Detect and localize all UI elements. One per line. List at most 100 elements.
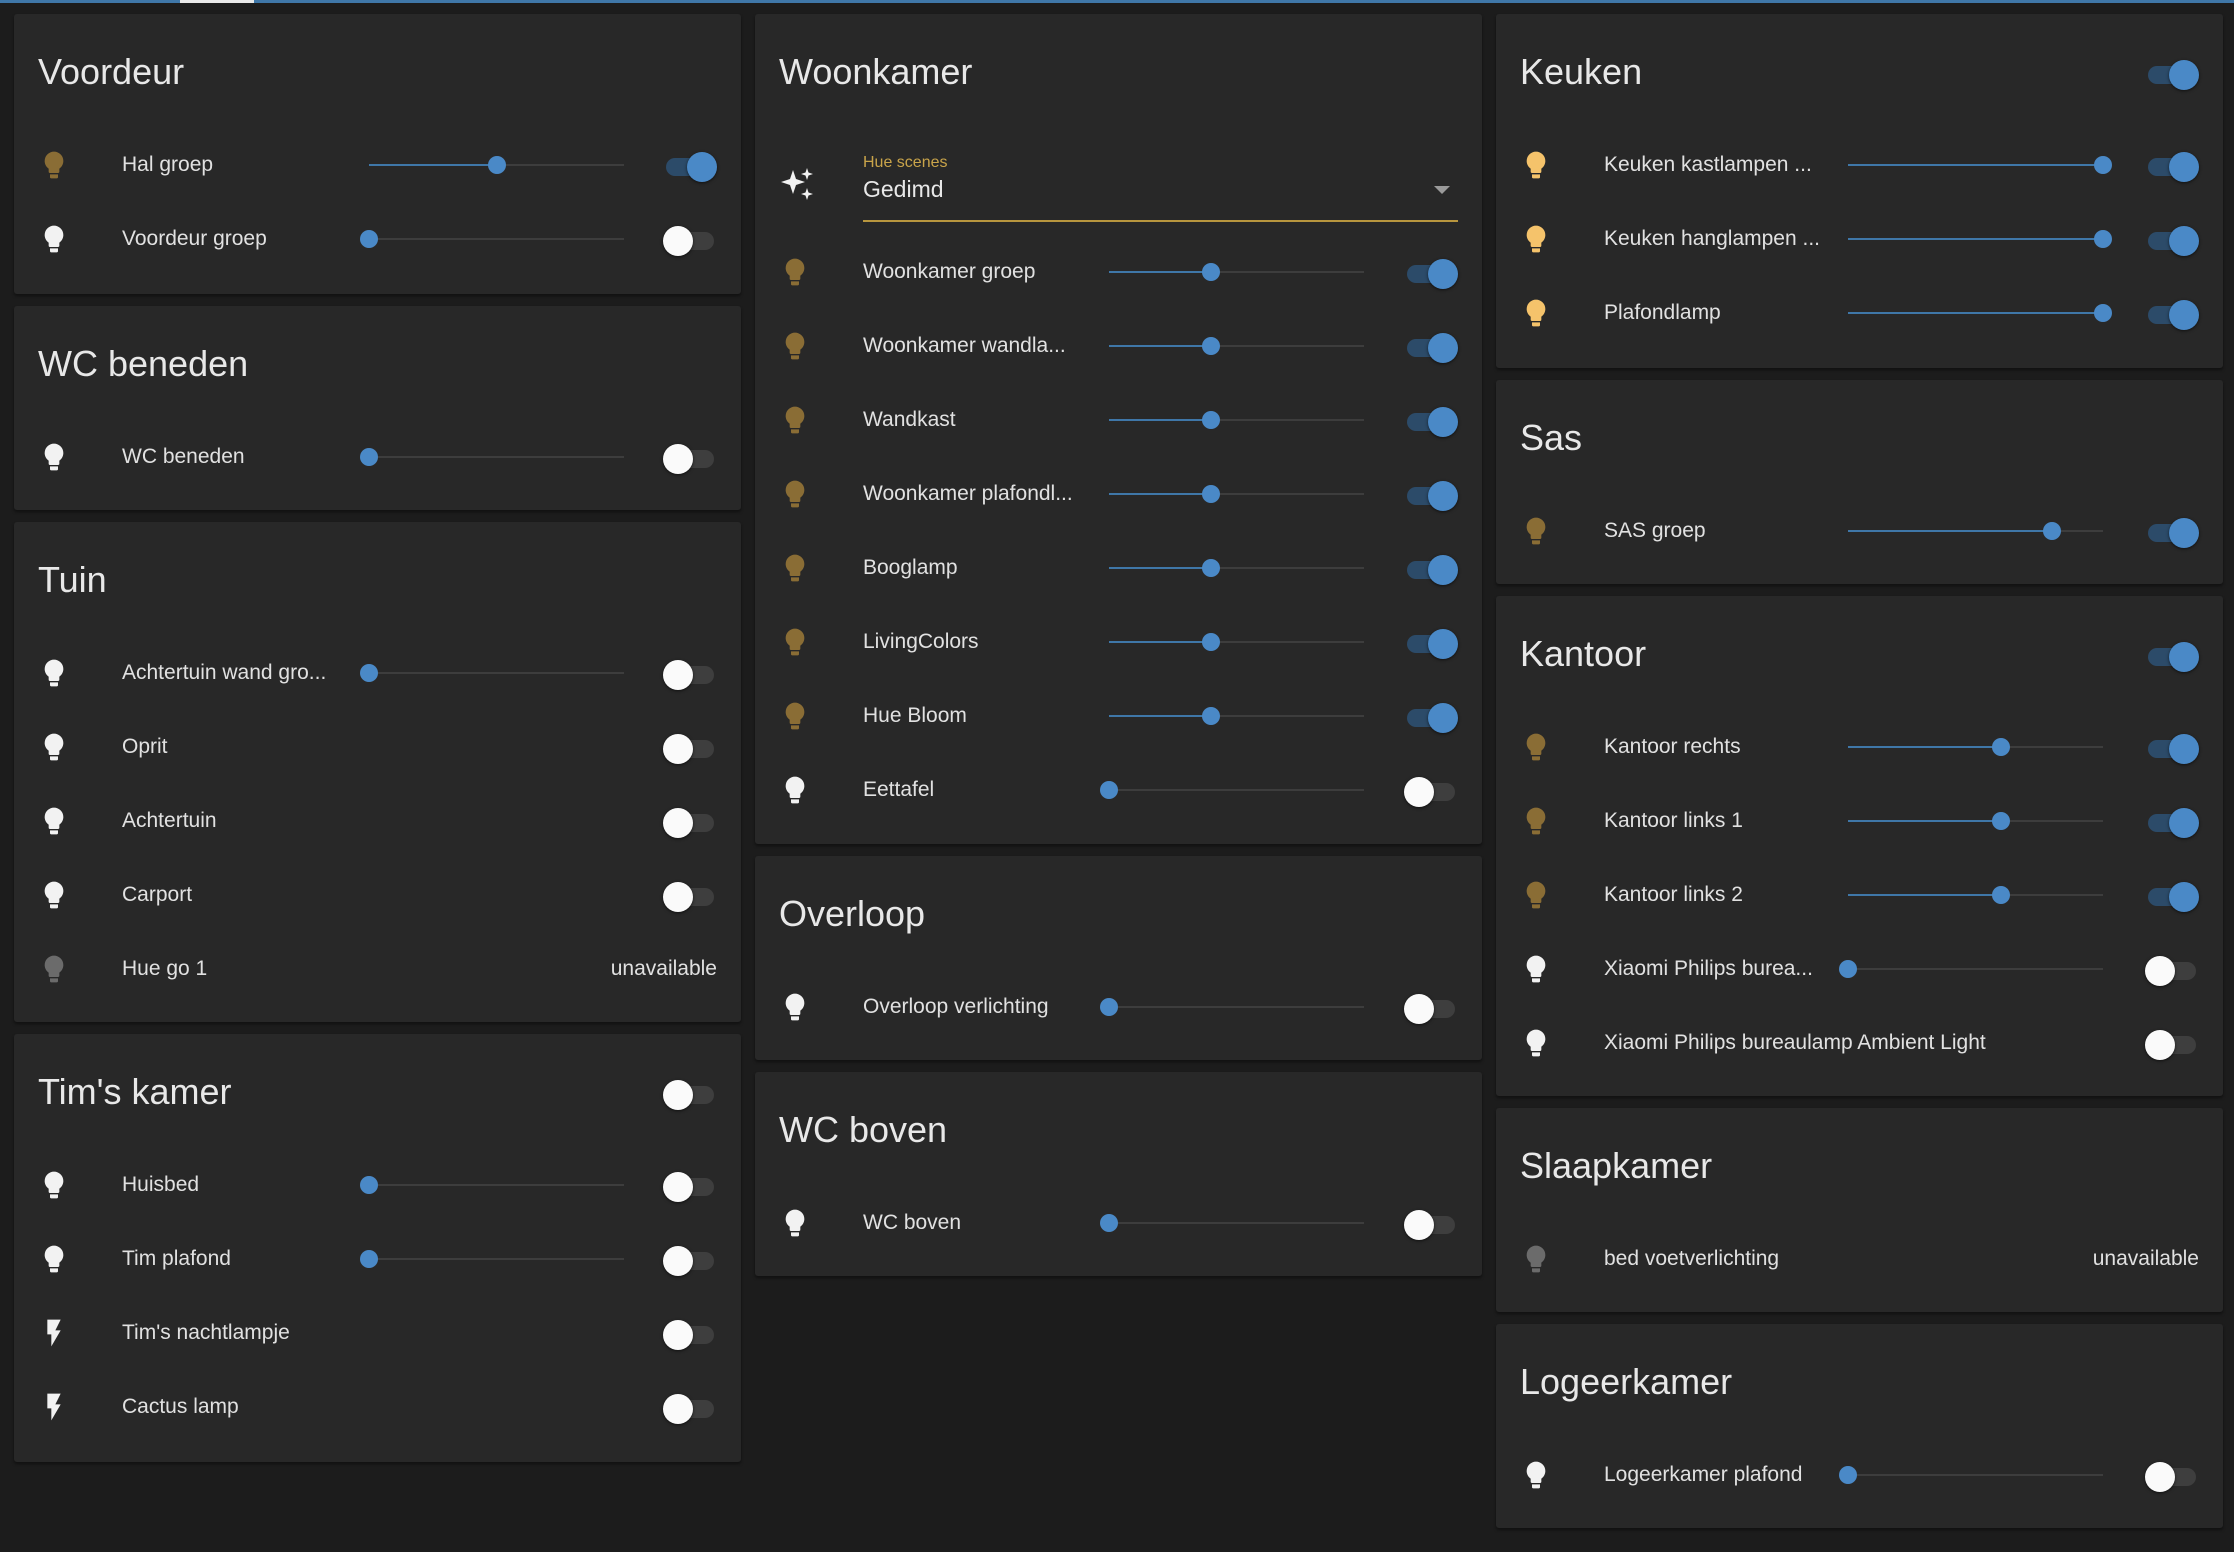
- brightness-slider[interactable]: [1839, 960, 2103, 978]
- light-toggle-switch[interactable]: [2145, 1026, 2199, 1060]
- toggle-thumb[interactable]: [2169, 226, 2199, 256]
- light-toggle[interactable]: [663, 1316, 717, 1350]
- brightness-slider[interactable]: [360, 230, 624, 248]
- light-name[interactable]: Xiaomi Philips burea...: [1604, 957, 1813, 980]
- toggle-thumb[interactable]: [1404, 1210, 1434, 1240]
- light-toggle[interactable]: [1404, 990, 1458, 1024]
- lightbulb-icon[interactable]: [1520, 1243, 1552, 1275]
- light-toggle-switch[interactable]: [1404, 699, 1458, 733]
- brightness-slider[interactable]: [1839, 1466, 2103, 1484]
- light-toggle-switch[interactable]: [2145, 1458, 2199, 1492]
- light-name[interactable]: Kantoor rechts: [1604, 735, 1741, 758]
- light-name[interactable]: Eettafel: [863, 778, 935, 801]
- slider-knob[interactable]: [1992, 886, 2010, 904]
- light-row[interactable]: Oprit: [14, 710, 741, 784]
- light-row[interactable]: Keuken hanglampen ...: [1496, 202, 2223, 276]
- light-toggle[interactable]: [2145, 878, 2199, 912]
- light-toggle[interactable]: [1404, 255, 1458, 289]
- toggle-thumb[interactable]: [663, 1394, 693, 1424]
- light-row[interactable]: Keuken kastlampen ...: [1496, 128, 2223, 202]
- room-toggle[interactable]: [2145, 56, 2199, 90]
- light-row[interactable]: LivingColors: [755, 605, 1482, 679]
- light-row[interactable]: WC beneden: [14, 420, 741, 494]
- toggle-thumb[interactable]: [687, 152, 717, 182]
- light-toggle[interactable]: [1404, 1206, 1458, 1240]
- lightbulb-icon[interactable]: [779, 552, 811, 584]
- light-toggle[interactable]: [663, 730, 717, 764]
- slider-knob[interactable]: [1202, 411, 1220, 429]
- light-row[interactable]: Woonkamer groep: [755, 235, 1482, 309]
- light-name[interactable]: SAS groep: [1604, 519, 1706, 542]
- light-toggle-switch[interactable]: [1404, 773, 1458, 807]
- light-name[interactable]: Cactus lamp: [122, 1395, 239, 1418]
- toggle-thumb[interactable]: [1428, 555, 1458, 585]
- light-name[interactable]: Carport: [122, 883, 193, 906]
- brightness-slider[interactable]: [1848, 156, 2112, 174]
- light-toggle-switch[interactable]: [1404, 403, 1458, 437]
- room-toggle-switch[interactable]: [2145, 638, 2199, 672]
- lightbulb-icon[interactable]: [779, 991, 811, 1023]
- light-toggle[interactable]: [2145, 1026, 2199, 1060]
- light-row[interactable]: Kantoor links 2: [1496, 858, 2223, 932]
- lightbulb-icon[interactable]: [779, 478, 811, 510]
- light-toggle[interactable]: [663, 656, 717, 690]
- slider-knob[interactable]: [2094, 156, 2112, 174]
- slider-knob[interactable]: [360, 448, 378, 466]
- light-toggle[interactable]: [663, 440, 717, 474]
- light-toggle[interactable]: [1404, 625, 1458, 659]
- slider-knob[interactable]: [1202, 485, 1220, 503]
- lightbulb-icon[interactable]: [38, 657, 70, 689]
- slider-knob[interactable]: [1839, 960, 1857, 978]
- brightness-slider[interactable]: [360, 664, 624, 682]
- light-toggle-switch[interactable]: [1404, 255, 1458, 289]
- slider-knob[interactable]: [360, 664, 378, 682]
- light-name[interactable]: Hal groep: [122, 153, 214, 176]
- light-toggle[interactable]: [2145, 296, 2199, 330]
- light-name[interactable]: Woonkamer plafondl...: [863, 482, 1073, 505]
- light-name[interactable]: bed voetverlichting: [1604, 1247, 1780, 1270]
- brightness-slider[interactable]: [1109, 633, 1364, 651]
- toggle-thumb[interactable]: [2145, 956, 2175, 986]
- lightbulb-icon[interactable]: [779, 330, 811, 362]
- lightbulb-icon[interactable]: [1520, 879, 1552, 911]
- light-row[interactable]: WC boven: [755, 1186, 1482, 1260]
- room-toggle[interactable]: [663, 1076, 717, 1110]
- light-name[interactable]: WC beneden: [122, 445, 245, 468]
- light-toggle-switch[interactable]: [663, 804, 717, 838]
- lightbulb-icon[interactable]: [38, 731, 70, 763]
- toggle-thumb[interactable]: [1428, 259, 1458, 289]
- lightbulb-icon[interactable]: [779, 626, 811, 658]
- light-toggle-switch[interactable]: [2145, 222, 2199, 256]
- light-toggle-switch[interactable]: [1404, 477, 1458, 511]
- lightbulb-icon[interactable]: [38, 149, 70, 181]
- light-toggle[interactable]: [1404, 773, 1458, 807]
- light-toggle-switch[interactable]: [2145, 296, 2199, 330]
- lightbulb-icon[interactable]: [38, 953, 70, 985]
- toggle-thumb[interactable]: [2169, 882, 2199, 912]
- slider-knob[interactable]: [1100, 998, 1118, 1016]
- light-toggle[interactable]: [2145, 222, 2199, 256]
- toggle-thumb[interactable]: [2145, 1462, 2175, 1492]
- brightness-slider[interactable]: [1848, 812, 2103, 830]
- toggle-thumb[interactable]: [2169, 60, 2199, 90]
- light-toggle[interactable]: [1404, 699, 1458, 733]
- light-row[interactable]: Tim's nachtlampje: [14, 1296, 741, 1370]
- light-toggle[interactable]: [2145, 148, 2199, 182]
- light-toggle-switch[interactable]: [2145, 148, 2199, 182]
- light-toggle-switch[interactable]: [1404, 1206, 1458, 1240]
- chevron-down-icon[interactable]: [1434, 186, 1450, 194]
- brightness-slider[interactable]: [1848, 886, 2103, 904]
- slider-knob[interactable]: [1202, 337, 1220, 355]
- light-toggle[interactable]: [1404, 477, 1458, 511]
- slider-knob[interactable]: [360, 1250, 378, 1268]
- brightness-slider[interactable]: [1109, 337, 1364, 355]
- brightness-slider[interactable]: [1100, 781, 1364, 799]
- toggle-thumb[interactable]: [2169, 152, 2199, 182]
- light-toggle[interactable]: [2145, 730, 2199, 764]
- light-row[interactable]: Achtertuin wand gro...: [14, 636, 741, 710]
- light-name[interactable]: Logeerkamer plafond: [1604, 1463, 1803, 1486]
- brightness-slider[interactable]: [1848, 230, 2112, 248]
- slider-knob[interactable]: [360, 1176, 378, 1194]
- light-row[interactable]: Xiaomi Philips bureaulamp Ambient Light: [1496, 1006, 2223, 1080]
- lightbulb-icon[interactable]: [1520, 223, 1552, 255]
